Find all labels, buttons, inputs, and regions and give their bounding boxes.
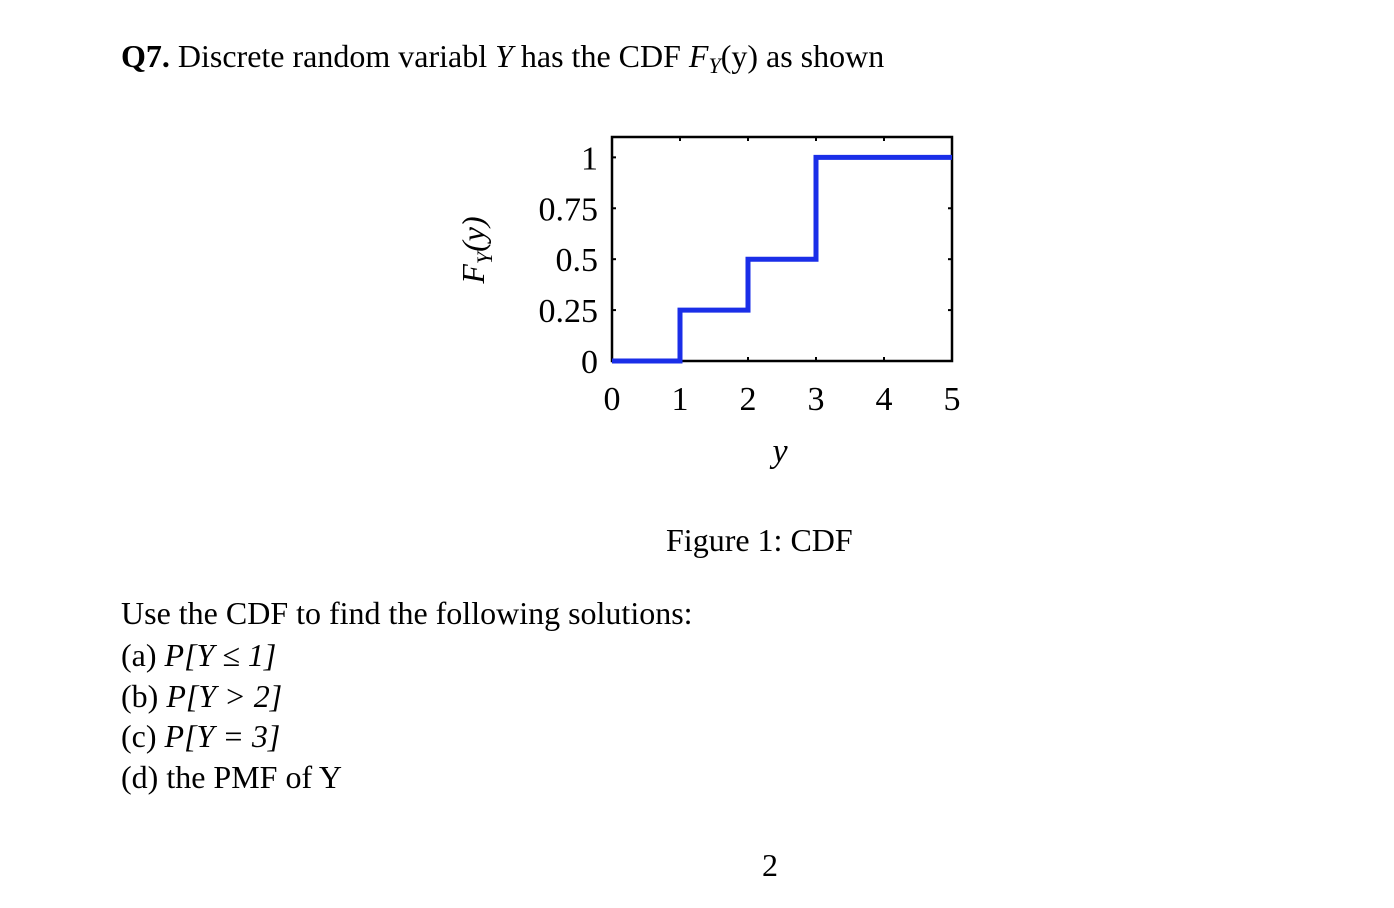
x-tick-label: 5: [944, 381, 961, 418]
question-variable: Y: [495, 38, 513, 74]
y-tick-label: 1: [581, 140, 598, 177]
part-a-label: (a): [121, 637, 157, 673]
part-b-expr: P[Y > 2]: [166, 677, 283, 714]
figure-caption: Figure 1: CDF: [666, 522, 853, 558]
y-axis-label-arg: (y): [455, 216, 491, 252]
x-tick-label: 2: [740, 381, 757, 418]
y-axis-label: FY(y): [455, 216, 497, 284]
page-number: 2: [762, 847, 778, 883]
question-text-after: as shown: [766, 38, 885, 74]
plot-frame: [610, 135, 954, 363]
question-text: Q7. Discrete random variabl Y has the CD…: [121, 36, 884, 86]
function-argument: (y): [720, 38, 758, 74]
y-axis-label-main: F: [455, 264, 491, 285]
x-tick-label: 1: [672, 381, 689, 418]
question-number: Q7.: [121, 38, 170, 74]
part-d-expr: the PMF of Y: [166, 758, 343, 795]
y-tick-label: 0.25: [539, 293, 599, 330]
part-d-label: (d): [121, 758, 159, 795]
part-c: (c) P[Y = 3]: [121, 716, 342, 757]
y-tick-label: 0.75: [539, 191, 599, 228]
cdf-step-line: [612, 154, 952, 364]
svg-text:FY(y): FY(y): [455, 216, 497, 284]
x-tick-label: 4: [876, 381, 893, 418]
part-a-expr: P[Y ≤ 1]: [164, 637, 277, 673]
part-c-label: (c): [121, 718, 157, 754]
part-d: (d) the PMF of Y: [121, 757, 342, 798]
y-tick-label: 0.5: [556, 242, 599, 279]
x-axis-label: y: [769, 433, 788, 470]
function-name: F: [688, 38, 709, 74]
part-b: (b) P[Y > 2]: [121, 676, 342, 717]
part-a: (a) P[Y ≤ 1]: [121, 635, 342, 676]
x-tick-label: 3: [808, 381, 825, 418]
part-b-label: (b): [121, 677, 159, 714]
question-text-middle: has the CDF: [520, 38, 681, 74]
question-text-before: Discrete random variabl: [177, 38, 488, 74]
instructions-text: Use the CDF to find the following soluti…: [121, 595, 693, 631]
x-tick-label: 0: [604, 381, 621, 418]
part-c-expr: P[Y = 3]: [164, 718, 281, 754]
y-axis-label-sub: Y: [472, 249, 497, 264]
function-subscript: Y: [708, 53, 721, 78]
y-tick-label: 0: [581, 344, 598, 381]
parts-list: (a) P[Y ≤ 1] (b) P[Y > 2] (c) P[Y = 3] (…: [121, 635, 342, 797]
